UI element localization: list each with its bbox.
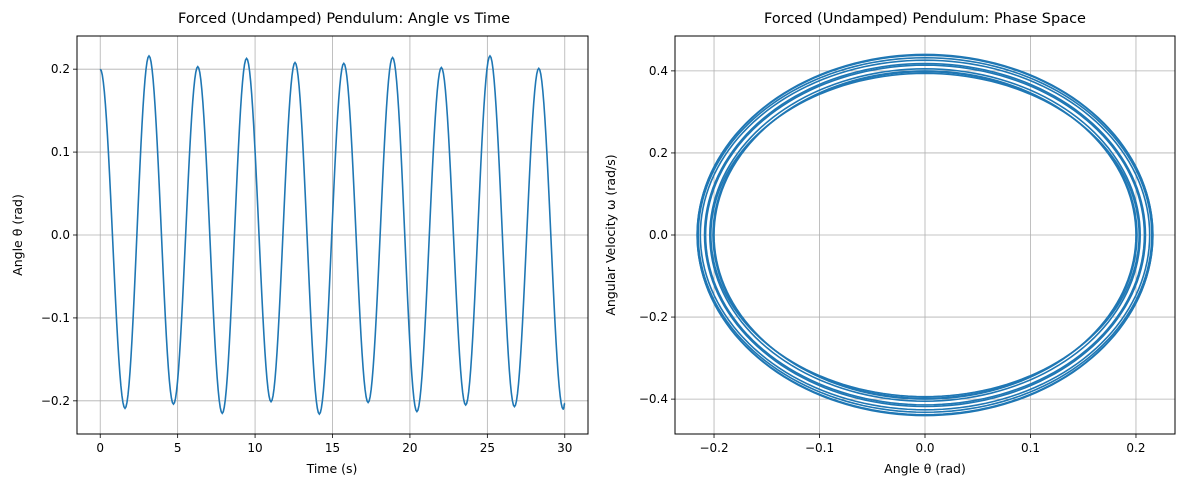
phase-orbit-line [710,72,1140,398]
y-tick-label: 0.0 [51,228,70,242]
x-axis-label: Angle θ (rad) [884,461,966,476]
y-tick-label: −0.1 [41,311,70,325]
x-tick-label: 10 [247,441,262,455]
axis-ticks: −0.2 −0.1 0.0 0.1 0.2 −0.4 −0.2 0.0 0.2 0.4 [639,64,1146,455]
x-tick-label: −0.1 [805,441,834,455]
y-tick-label: 0.2 [51,62,70,76]
y-tick-label: −0.2 [639,310,668,324]
y-axis-label: Angle θ (rad) [10,194,25,276]
grid [675,36,1175,434]
x-tick-label: 5 [174,441,182,455]
x-tick-label: 0 [96,441,104,455]
phase-orbit-line [709,68,1141,402]
x-tick-label: −0.2 [699,441,728,455]
phase-orbit-line [699,59,1151,411]
x-tick-label: 15 [325,441,340,455]
y-tick-label: 0.0 [649,228,668,242]
axis-ticks: 0 5 10 15 20 25 30 −0.2 −0.1 0.0 0.1 0.2 [41,62,573,455]
x-tick-label: 30 [557,441,572,455]
phase-orbit-line [703,62,1147,408]
phase-orbit-line [704,64,1146,406]
chart-title: Forced (Undamped) Pendulum: Phase Space [764,11,1086,27]
y-tick-label: 0.1 [51,145,70,159]
angle-series-line [99,54,566,416]
x-axis-label: Time (s) [306,461,358,476]
phase-space-chart: Forced (Undamped) Pendulum: Phase Space … [603,11,1176,476]
phase-orbit-line [696,53,1154,417]
phase-orbit-line [697,56,1153,414]
y-tick-label: −0.4 [639,392,668,406]
x-tick-label: 20 [402,441,417,455]
y-tick-label: −0.2 [41,394,70,408]
angle-vs-time-chart: Forced (Undamped) Pendulum: Angle vs Tim… [10,11,589,476]
chart-title: Forced (Undamped) Pendulum: Angle vs Tim… [178,11,510,27]
x-tick-label: 25 [480,441,495,455]
x-tick-label: 0.0 [915,441,934,455]
y-tick-label: 0.4 [649,64,668,78]
phase-orbit-line [712,70,1138,400]
x-tick-label: 0.2 [1126,441,1145,455]
x-tick-label: 0.1 [1021,441,1040,455]
phase-series [696,53,1154,417]
y-tick-label: 0.2 [649,146,668,160]
y-axis-label: Angular Velocity ω (rad/s) [603,154,618,315]
